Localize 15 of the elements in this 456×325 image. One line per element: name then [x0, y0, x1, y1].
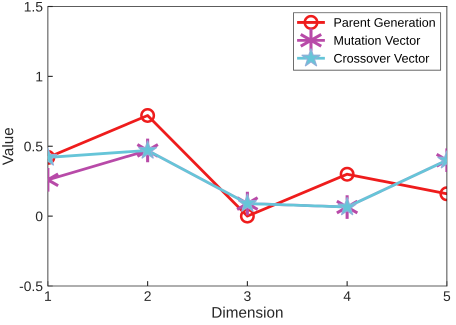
x-tick-label: 2 — [144, 291, 151, 301]
x-tick-label: 4 — [344, 291, 351, 301]
y-tick-label: 0 — [36, 211, 42, 222]
y-tick-label: 1.5 — [24, 2, 42, 12]
x-tick-label: 3 — [244, 291, 251, 302]
x-axis-title: Dimension — [212, 306, 282, 318]
y-tick-label: -0.5 — [20, 281, 42, 292]
y-tick-label: 1 — [36, 72, 42, 82]
legend-label: Parent Generation — [334, 18, 435, 27]
legend-label: Mutation Vector — [334, 36, 420, 45]
legend-label: Crossover Vector — [334, 54, 430, 63]
x-tick-label: 5 — [444, 291, 450, 302]
y-tick-label: 0.5 — [24, 142, 42, 152]
y-axis-title: Value — [2, 128, 14, 166]
x-tick-label: 1 — [45, 291, 52, 301]
